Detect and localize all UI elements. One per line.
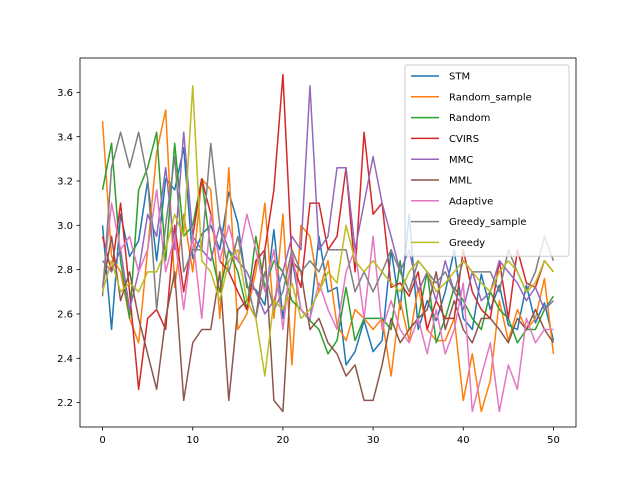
legend-label: STM bbox=[449, 72, 470, 83]
series-line-greedy bbox=[101, 84, 555, 377]
series-line-mml bbox=[101, 235, 555, 413]
plot-lines bbox=[101, 73, 555, 413]
legend-label: Random bbox=[449, 113, 490, 124]
legend-label: Random_sample bbox=[449, 92, 532, 103]
y-tick-label: 2.8 bbox=[57, 265, 73, 276]
y-tick-label: 3.6 bbox=[57, 88, 73, 99]
series-line-adaptive bbox=[101, 189, 554, 413]
y-axis-ticks: 2.2 2.4 2.6 2.8 3.0 3.2 3.4 3.6 bbox=[57, 88, 80, 409]
legend-label: Adaptive bbox=[449, 196, 493, 207]
y-tick-label: 3.4 bbox=[57, 132, 73, 143]
legend-box bbox=[404, 64, 570, 257]
x-tick-label: 0 bbox=[99, 435, 105, 446]
y-tick-label: 2.4 bbox=[57, 354, 73, 365]
y-tick-label: 2.2 bbox=[57, 398, 73, 409]
series-line-greedy-sample bbox=[101, 131, 555, 320]
legend-label: CVIRS bbox=[449, 134, 479, 145]
legend: STM Random_sample Random CVIRS MMC MML Adaptiv… bbox=[404, 64, 570, 257]
legend-label: Greedy bbox=[449, 238, 485, 249]
y-tick-label: 3.2 bbox=[57, 177, 73, 188]
axes-frame bbox=[79, 57, 577, 428]
legend-label: MMC bbox=[449, 155, 473, 166]
x-axis-ticks: 0 10 20 30 40 50 bbox=[99, 427, 560, 446]
y-tick-label: 3.0 bbox=[57, 221, 73, 232]
x-tick-label: 10 bbox=[186, 435, 199, 446]
x-tick-label: 30 bbox=[367, 435, 380, 446]
legend-label: MML bbox=[449, 176, 472, 187]
x-tick-label: 40 bbox=[457, 435, 470, 446]
x-tick-label: 20 bbox=[277, 435, 290, 446]
series-line-mmc bbox=[101, 84, 554, 315]
legend-label: Greedy_sample bbox=[449, 217, 527, 228]
x-tick-label: 50 bbox=[547, 435, 560, 446]
y-tick-label: 2.6 bbox=[57, 310, 73, 321]
